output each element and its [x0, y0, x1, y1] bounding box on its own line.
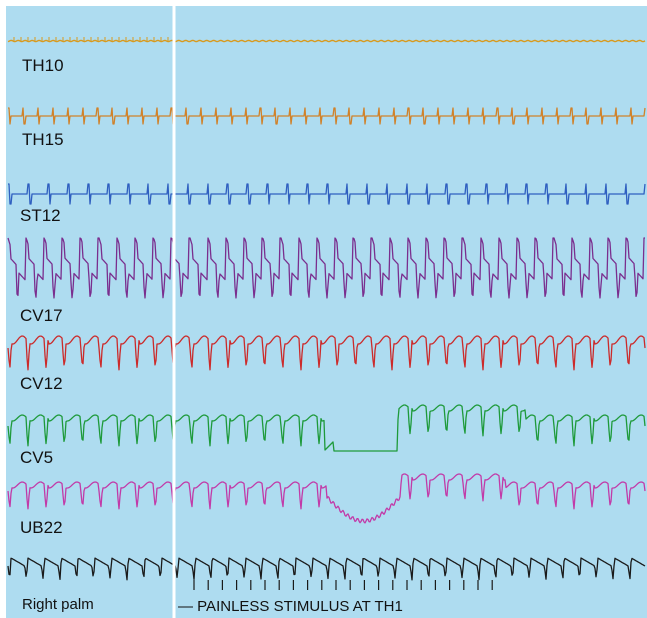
label-th10: TH10 [22, 56, 64, 75]
trace-cv17 [7, 237, 645, 299]
trace-cv5 [7, 404, 646, 452]
trace-ub22 [7, 473, 646, 524]
label-right-palm: Right palm [22, 596, 94, 613]
label-ub22: UB22 [20, 518, 63, 537]
trace-chart: TH10 TH15 ST12 CV17 CV12 CV5 UB22 Right … [6, 6, 647, 618]
label-st12: ST12 [20, 206, 61, 225]
trace-st12 [8, 183, 646, 205]
label-cv12: CV12 [20, 374, 63, 393]
stimulus-annotation: — PAINLESS STIMULUS AT TH1 [178, 598, 403, 615]
trace-right-palm [7, 557, 646, 581]
trace-plot [7, 6, 646, 618]
trace-th10 [7, 39, 646, 43]
label-cv5: CV5 [20, 448, 54, 467]
trace-cv12 [7, 335, 646, 371]
label-th15: TH15 [22, 130, 64, 149]
label-cv17: CV17 [20, 306, 63, 325]
trace-th15 [8, 107, 646, 125]
